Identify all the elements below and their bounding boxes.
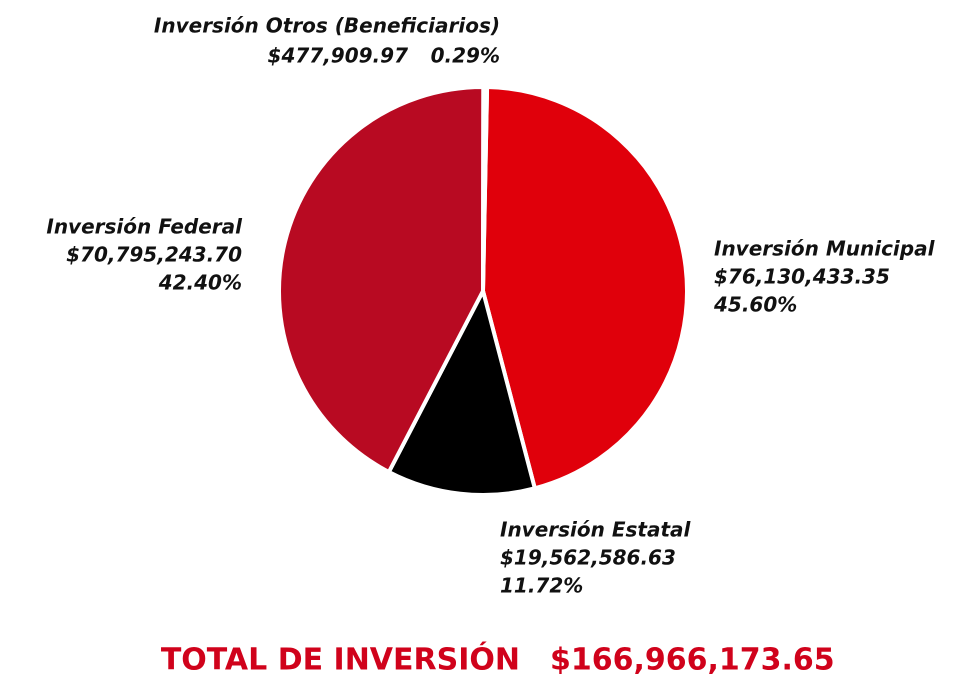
slice-name: Inversión Estatal [500,518,692,542]
total-label: TOTAL DE INVERSIÓN [161,641,520,675]
slice-amount: $70,795,243.70 [66,243,242,267]
slice-amount: $76,130,433.35 [714,265,890,289]
slice-percent: 11.72% [500,574,583,598]
slice-percent: 45.60% [713,293,797,317]
pie-slice [277,85,486,474]
total-value: $166,966,173.65 [550,643,835,675]
slice-percent: 0.29% [431,44,500,68]
pie-slice [386,289,537,497]
slice-name: Inversión Federal [46,215,243,239]
slice-percent: 42.40% [158,271,242,295]
slice-amount: $19,562,586.63 [500,546,676,570]
slice-name: Inversión Otros (Beneficiarios) [154,14,500,38]
pie-slice [481,85,689,491]
slice-name: Inversión Municipal [714,237,936,261]
slice-amount: $477,909.97 [268,44,409,68]
pie-slice [481,85,490,293]
